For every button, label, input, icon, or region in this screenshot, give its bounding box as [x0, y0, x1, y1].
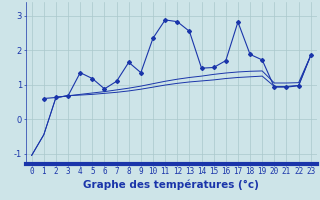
X-axis label: Graphe des températures (°c): Graphe des températures (°c)	[83, 179, 259, 190]
